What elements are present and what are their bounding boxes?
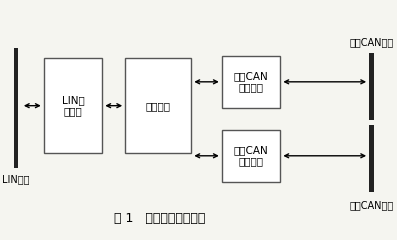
Text: 低速CAN网络: 低速CAN网络 <box>349 200 393 210</box>
Bar <box>13 48 19 168</box>
Text: 高速CAN网络: 高速CAN网络 <box>349 37 393 47</box>
Bar <box>44 58 102 153</box>
Text: 高速CAN
节点电路: 高速CAN 节点电路 <box>234 71 268 93</box>
Text: 图 1   网关系统电路框图: 图 1 网关系统电路框图 <box>114 212 205 225</box>
Bar <box>222 56 280 108</box>
Text: 主控制器: 主控制器 <box>146 101 171 111</box>
Bar <box>125 58 191 153</box>
Bar <box>369 125 374 192</box>
Text: LIN网络: LIN网络 <box>2 174 30 184</box>
Bar <box>222 130 280 182</box>
Text: LIN节
点电路: LIN节 点电路 <box>62 95 85 116</box>
Text: 低速CAN
节点电路: 低速CAN 节点电路 <box>234 145 268 167</box>
Bar <box>369 53 374 120</box>
